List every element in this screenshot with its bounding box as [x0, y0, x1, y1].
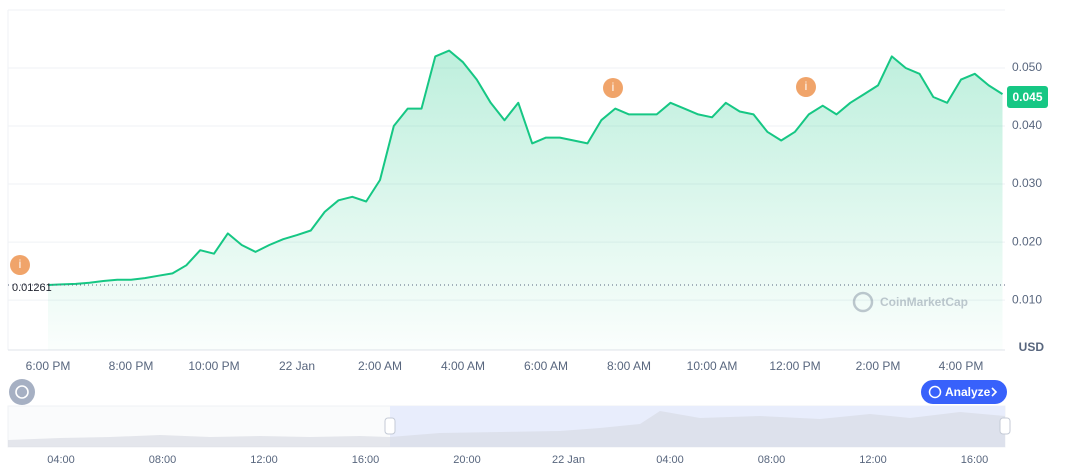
y-tick-label: 0.010 [1012, 292, 1042, 306]
watermark: CoinMarketCap [852, 291, 968, 313]
y-tick-label: 0.030 [1012, 176, 1042, 190]
analyze-bg [921, 380, 1007, 404]
analyze-label: Analyze [945, 385, 991, 399]
history-button[interactable] [9, 379, 35, 405]
history-icon [15, 385, 29, 399]
navigator-label: 16:00 [352, 454, 380, 466]
event-marker-dot [10, 255, 30, 275]
event-marker-icon: i [805, 79, 808, 93]
navigator-label: 12:00 [859, 454, 887, 466]
navigator-handle[interactable] [384, 417, 396, 435]
navigator-label: 16:00 [961, 454, 989, 466]
event-marker-icon: i [612, 80, 615, 94]
reference-label: 0.01261 [12, 282, 52, 294]
watermark-logo [852, 291, 874, 313]
event-marker-icon: i [19, 257, 22, 271]
x-tick-label: 8:00 PM [109, 359, 154, 373]
navigator-handle[interactable] [999, 417, 1011, 435]
analyze-button[interactable]: Analyze [921, 380, 1007, 404]
x-tick-label: 12:00 PM [769, 359, 820, 373]
y-tick-label: 0.040 [1012, 118, 1042, 132]
x-tick-label: 6:00 AM [524, 359, 568, 373]
event-marker[interactable]: i [603, 78, 623, 98]
navigator-label: 12:00 [250, 454, 278, 466]
event-marker[interactable]: i [796, 77, 816, 97]
navigator[interactable] [7, 405, 1011, 448]
navigator-label: 08:00 [149, 454, 177, 466]
x-tick-label: 10:00 AM [687, 359, 738, 373]
watermark-text: CoinMarketCap [880, 295, 968, 309]
event-marker-dot [603, 78, 623, 98]
navigator-label: 04:00 [47, 454, 75, 466]
navigator-label: 20:00 [453, 454, 481, 466]
navigator-label: 04:00 [656, 454, 684, 466]
unit-label: USD [1019, 340, 1045, 354]
navigator-label: 22 Jan [552, 454, 585, 466]
navigator-area [8, 411, 1005, 447]
x-tick-label: 10:00 PM [188, 359, 239, 373]
event-marker-dot [796, 77, 816, 97]
x-tick-label: 22 Jan [279, 359, 315, 373]
price-line [47, 49, 1004, 286]
x-tick-label: 8:00 AM [607, 359, 651, 373]
navigator-label: 08:00 [758, 454, 786, 466]
price-area [48, 50, 1003, 350]
x-tick-label: 4:00 AM [441, 359, 485, 373]
x-tick-label: 4:00 PM [939, 359, 984, 373]
data-layer [47, 49, 1004, 350]
current-price-label: 0.045 [1012, 90, 1042, 104]
x-tick-label: 6:00 PM [26, 359, 71, 373]
x-tick-label: 2:00 PM [856, 359, 901, 373]
current-price-tag [1007, 86, 1048, 109]
y-tick-label: 0.050 [1012, 60, 1042, 74]
history-circle [9, 379, 35, 405]
event-marker[interactable]: i [10, 255, 30, 275]
analyze-arrow [991, 387, 998, 397]
analyze-icon [928, 385, 942, 399]
y-tick-label: 0.020 [1012, 234, 1042, 248]
x-tick-label: 2:00 AM [358, 359, 402, 373]
